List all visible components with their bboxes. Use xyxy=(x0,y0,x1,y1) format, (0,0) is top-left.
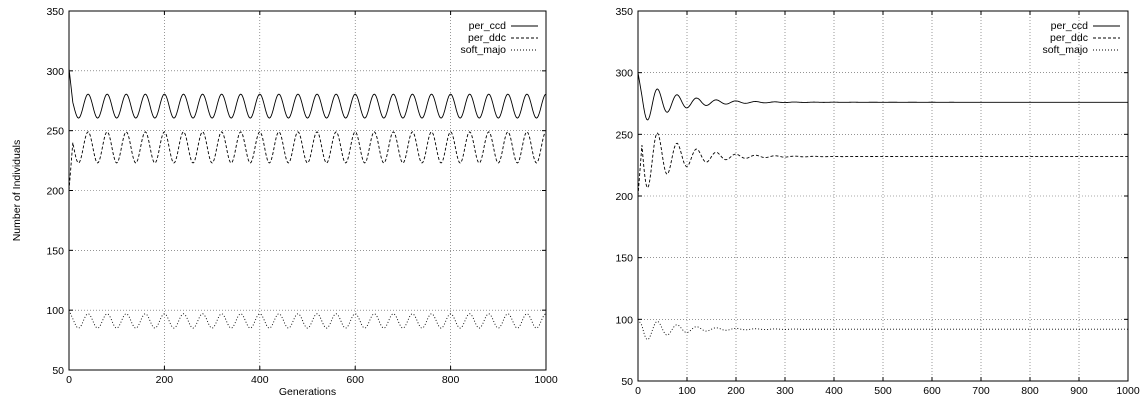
x-axis-label: Generations xyxy=(279,386,336,398)
y-tick-label: 300 xyxy=(46,66,64,78)
y-tick-label: 50 xyxy=(621,376,633,388)
legend-label: soft_majo xyxy=(1042,44,1088,56)
x-tick-label: 400 xyxy=(825,385,843,397)
right-chart: 0 100 200 300 400 500 600 700 800 900 1000 50 100 150… xyxy=(615,6,1140,397)
y-tick-label: 100 xyxy=(46,305,64,317)
x-tick-label: 800 xyxy=(442,374,460,386)
legend-label: per_ddc xyxy=(1050,32,1088,44)
series-line-per_ddc xyxy=(68,131,547,191)
x-tick-label: 600 xyxy=(923,385,941,397)
x-tick-label: 900 xyxy=(1070,385,1088,397)
legend-label: per_ccd xyxy=(469,20,507,32)
legend-label: soft_majo xyxy=(460,44,506,56)
y-tick-label: 150 xyxy=(46,245,64,257)
legend-label: per_ccd xyxy=(1051,20,1089,32)
series-line-per_ddc xyxy=(637,132,1128,197)
series-line-per_ccd xyxy=(68,68,547,119)
x-tick-label: 0 xyxy=(635,385,641,397)
y-tick-label: 350 xyxy=(46,6,64,18)
x-tick-label: 400 xyxy=(251,374,269,386)
legend-label: per_ddc xyxy=(468,32,506,44)
x-tick-label: 800 xyxy=(1021,385,1039,397)
x-tick-label: 200 xyxy=(727,385,745,397)
y-axis-label: Number of Individuals xyxy=(11,140,23,242)
x-tick-label: 1000 xyxy=(1116,385,1140,397)
y-tick-label: 250 xyxy=(615,129,633,141)
x-tick-label: 300 xyxy=(776,385,794,397)
x-tick-label: 200 xyxy=(156,374,174,386)
x-tick-label: 600 xyxy=(346,374,364,386)
y-tick-label: 300 xyxy=(615,68,633,80)
left-chart: 0 200 400 600 800 1000 50 100 150 200 250 300 350 Gen… xyxy=(11,6,558,398)
y-tick-label: 200 xyxy=(615,191,633,203)
x-tick-label: 500 xyxy=(874,385,892,397)
series-line-soft_majo xyxy=(637,319,1128,341)
y-tick-label: 100 xyxy=(615,314,633,326)
series-line-per_ccd xyxy=(637,72,1128,121)
x-tick-label: 700 xyxy=(972,385,990,397)
y-tick-label: 250 xyxy=(46,126,64,138)
x-tick-label: 0 xyxy=(66,374,72,386)
plot-frame xyxy=(637,10,1129,382)
x-tick-label: 1000 xyxy=(534,374,558,386)
y-tick-label: 200 xyxy=(46,186,64,198)
y-tick-label: 350 xyxy=(615,6,633,18)
y-tick-label: 50 xyxy=(52,365,64,377)
series-line-soft_majo xyxy=(68,309,547,329)
x-tick-label: 100 xyxy=(678,385,696,397)
y-tick-label: 150 xyxy=(615,253,633,265)
